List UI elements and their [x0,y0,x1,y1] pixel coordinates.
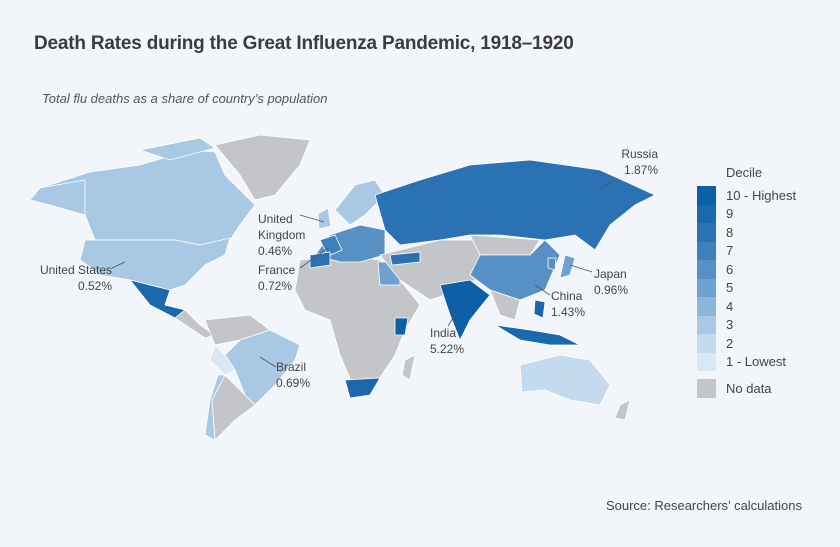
annotation-value: 5.22% [430,342,465,356]
annotation-value: 0.96% [594,283,629,297]
annotation-value: 0.52% [77,279,112,293]
leader-lines [111,179,616,368]
leader-china [534,284,551,296]
legend-title: Decile [726,165,763,180]
legend-label: 6 [726,261,734,277]
annotation-country: United States [39,263,112,277]
legend-label: 4 [726,298,734,314]
legend-label: 7 [726,243,734,259]
region-greenland [214,134,311,201]
annotation-country: Russia [621,147,658,161]
chart-title: Death Rates during the Great Influenza P… [34,33,574,54]
legend-swatch [697,297,716,316]
annotation-country: Brazil [276,360,307,374]
region-new-zealand [614,399,631,421]
region-alaska [29,179,86,216]
legend-swatch [697,186,716,205]
legend-label: 9 [726,206,734,222]
annotation-country: France [258,263,296,277]
legend-swatch [697,379,716,398]
legend-item: 6 [697,260,796,279]
legend-label: 8 [726,224,734,240]
region-madagascar [401,354,416,381]
legend-swatch [697,260,716,279]
region-spain [309,251,331,269]
region-philippines [533,299,546,319]
region-south-africa [344,377,381,399]
legend-swatch [697,278,716,297]
leader-uk [299,214,325,223]
region-peru [209,344,236,376]
legend-swatch [697,352,716,371]
legend-label: No data [726,380,772,396]
region-central-america [174,309,216,339]
legend-swatch [697,334,716,353]
region-japan [559,254,576,279]
region-united-states [79,237,231,291]
region-australia [519,354,611,406]
legend-item: 8 [697,223,796,242]
annotation-value: 0.69% [276,376,311,390]
legend-label: 3 [726,317,734,333]
region-canada [39,149,256,246]
leader-us [111,261,126,269]
annotation-value: 0.46% [258,244,293,258]
legend-item: 10 - Highest [697,186,796,205]
legend-label: 1 - Lowest [726,354,786,370]
region-france [319,234,343,257]
annotation-country: India [430,326,457,340]
annotation-japan: Japan 0.96% [594,266,628,298]
region-united-kingdom [317,207,332,230]
annotation-value: 0.72% [258,279,293,293]
annotation-value: 1.43% [551,305,586,319]
legend-swatch [697,241,716,260]
annotation-country: Japan [594,267,627,281]
region-kenya [394,317,409,336]
annotation-uk: United Kingdom 0.46% [258,211,318,259]
region-russia [374,159,656,251]
annotation-brazil: Brazil 0.69% [276,359,310,391]
annotation-country: China [551,289,583,303]
legend-swatch [697,223,716,242]
leader-brazil [259,356,277,368]
source-note: Source: Researchers’ calculations [605,498,802,513]
region-turkey [389,251,421,266]
legend-item: 9 [697,204,796,223]
annotation-india: India 5.22% [430,325,464,357]
leader-france [299,247,329,269]
region-southeast-asia [489,289,521,321]
legend-item: 7 [697,241,796,260]
annotation-china: China 1.43% [551,288,585,320]
region-china [469,239,561,301]
annotation-country: United Kingdom [258,212,306,242]
annotation-france: France 0.72% [258,262,295,294]
annotation-value: 1.87% [623,163,658,177]
chart-subtitle: Total flu deaths as a share of country’s… [42,91,328,106]
region-arctic-islands [138,137,216,161]
annotation-russia: Russia 1.87% [590,146,658,178]
leader-india [447,309,459,327]
region-korea [547,257,557,271]
legend-item: 5 [697,278,796,297]
region-mexico [128,279,186,319]
region-chile [204,374,226,441]
legend-item: 3 [697,315,796,334]
region-india [439,279,491,341]
annotation-united-states: United States 0.52% [20,262,112,294]
legend-label: 2 [726,335,734,351]
legend: Decile 10 - Highest 9 8 7 6 5 4 3 2 1 - Lowest No… [697,165,796,398]
legend-item-no-data: No data [697,379,796,398]
legend-swatch [697,315,716,334]
region-indonesia [494,324,581,346]
legend-item: 2 [697,334,796,353]
legend-label: 5 [726,280,734,296]
legend-swatch [697,204,716,223]
legend-item: 4 [697,297,796,316]
leader-russia [597,179,616,191]
legend-item: 1 - Lowest [697,352,796,371]
legend-label: 10 - Highest [726,187,797,203]
leader-japan [569,264,593,273]
